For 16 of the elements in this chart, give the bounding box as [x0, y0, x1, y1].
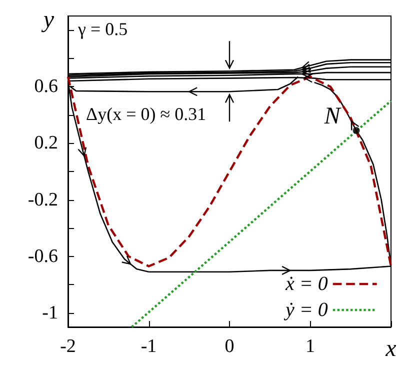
annotation: γ = 0.5	[77, 19, 128, 39]
x-axis-title: x	[384, 336, 397, 362]
y-tick-label: 0.6	[34, 76, 58, 98]
legend-label: ẏ = 0	[284, 299, 328, 321]
y-tick-label: -1	[42, 302, 58, 324]
x-tick-label: -2	[60, 336, 76, 357]
x-tick-label: 0	[224, 336, 234, 357]
x-tick-label: -1	[140, 336, 157, 357]
x-tick-label: 1	[306, 336, 315, 357]
legend-label: ẋ = 0	[284, 273, 328, 295]
y-tick-label: -0.6	[28, 246, 58, 267]
annotation: Δy(x = 0) ≈ 0.31	[86, 104, 206, 124]
y-tick-label: -0.2	[28, 189, 58, 210]
annotation: N	[323, 104, 342, 130]
y-axis-title: y	[41, 7, 54, 33]
y-tick-label: 0.2	[34, 132, 58, 154]
